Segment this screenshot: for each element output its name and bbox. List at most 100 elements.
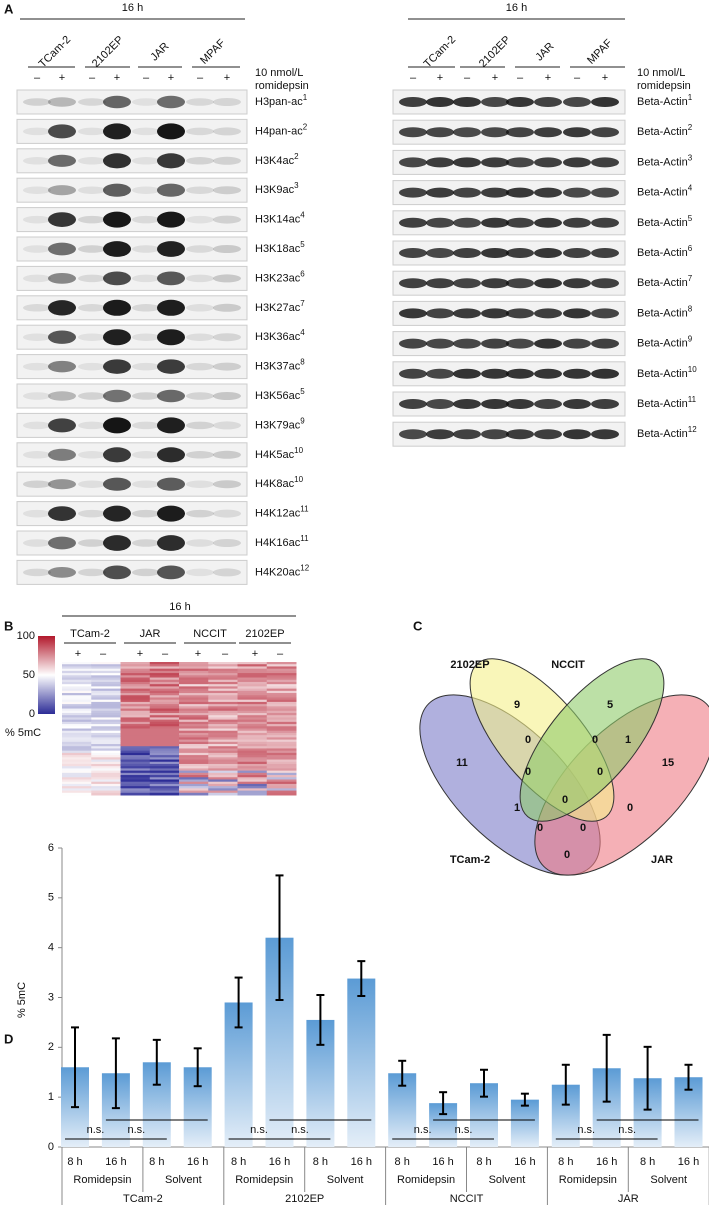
heat-cell [120, 666, 151, 670]
row-label: H4K8ac10 [255, 475, 304, 490]
row-ref: 5 [300, 240, 305, 249]
label: + [75, 648, 81, 660]
row-name: H3K4ac [255, 155, 295, 167]
heat-cell [237, 763, 268, 767]
band [157, 535, 185, 551]
heat-cell [149, 712, 180, 716]
heat-cell [149, 788, 180, 792]
heat-cell [91, 704, 121, 707]
row-name: Beta-Actin [637, 368, 688, 380]
heat-cell [62, 724, 92, 727]
heat-cell [91, 668, 121, 672]
heat-cell [149, 759, 180, 763]
heat-cell [120, 695, 151, 698]
heat-cell [179, 706, 209, 710]
heat-cell [62, 770, 92, 774]
heat-cell [149, 750, 180, 754]
heat-cell [266, 761, 297, 765]
heat-cell [62, 768, 92, 772]
heat-cell [266, 679, 297, 683]
heat-cell [179, 701, 209, 705]
heat-cell [208, 693, 238, 696]
band [481, 429, 509, 440]
y-tick-label: 6 [48, 842, 54, 854]
band [103, 359, 131, 374]
x-tick-label: 8 h [231, 1156, 246, 1168]
label: + [168, 72, 174, 84]
band [453, 157, 481, 168]
heat-cell [266, 759, 297, 763]
band [481, 368, 509, 379]
heat-cell [266, 704, 297, 707]
band [399, 338, 427, 349]
x-tick-label: 8 h [313, 1156, 328, 1168]
heat-cell [237, 735, 268, 738]
heat-cell [120, 701, 151, 705]
heat-cell [237, 757, 268, 761]
heat-cell [120, 699, 151, 703]
band [186, 304, 214, 312]
heat-cell [62, 730, 92, 734]
heat-cell [179, 670, 209, 674]
heat-cell [91, 792, 121, 796]
row-ref: 4 [688, 184, 693, 193]
heat-cell [208, 777, 238, 780]
heat-cell [91, 770, 121, 774]
band [563, 338, 591, 349]
label: – [410, 72, 417, 84]
heat-cell [266, 701, 297, 705]
heat-cell [237, 772, 268, 776]
band [157, 565, 185, 580]
band [48, 448, 76, 461]
band [213, 421, 241, 430]
x-tick-label: 16 h [596, 1156, 617, 1168]
band [563, 368, 591, 379]
y-tick-label: 3 [48, 991, 54, 1003]
band [563, 429, 591, 440]
band [591, 97, 619, 107]
band [23, 421, 51, 430]
band [506, 278, 534, 289]
heat-cell [179, 673, 209, 676]
label: + [437, 72, 443, 84]
blot [16, 89, 248, 115]
heat-cell [62, 728, 92, 732]
band [591, 187, 619, 198]
heat-cell [91, 746, 121, 749]
row-name: H3K18ac [255, 243, 301, 255]
row-name: H3K23ac [255, 272, 301, 284]
heat-cell [91, 772, 121, 776]
heat-cell [149, 708, 180, 712]
row-ref: 2 [688, 123, 693, 132]
band [23, 215, 51, 224]
heat-cell [266, 695, 297, 698]
heat-cell [62, 675, 92, 679]
heat-cell [62, 790, 92, 794]
heat-cell [266, 768, 297, 772]
heat-cell [266, 744, 297, 747]
significance-label: n.s. [291, 1124, 309, 1136]
subgroup-label: Romidepsin [559, 1174, 617, 1186]
venn-count: 0 [562, 794, 568, 806]
heat-cell [149, 662, 180, 665]
heat-cell [62, 788, 92, 792]
heat-cell [237, 708, 268, 712]
label: – [34, 72, 41, 84]
heat-cell [208, 684, 238, 687]
heat-cell [149, 690, 180, 694]
heat-cell [237, 717, 268, 721]
treatment: romidepsin [637, 80, 691, 92]
heat-cell [149, 786, 180, 789]
heat-cell [266, 712, 297, 716]
heat-cell [149, 697, 180, 701]
band [23, 333, 51, 341]
heat-cell [266, 699, 297, 703]
label: + [59, 72, 65, 84]
row-label: H4K12ac11 [255, 505, 309, 520]
band [103, 389, 131, 403]
heat-cell [179, 792, 209, 796]
label: NCCIT [193, 628, 227, 640]
band [132, 98, 160, 106]
heat-cell [208, 775, 238, 778]
band [186, 362, 214, 371]
